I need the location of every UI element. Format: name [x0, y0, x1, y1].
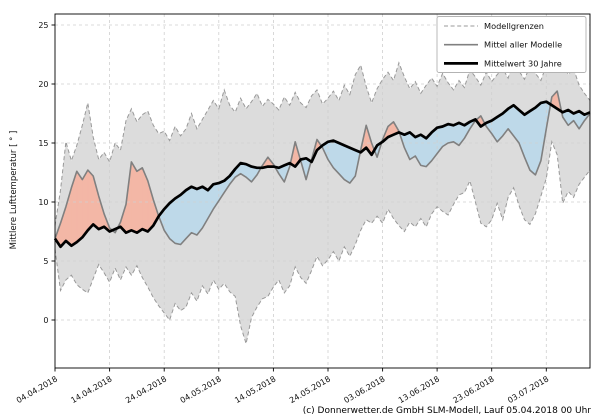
y-axis-label: Mittlere Lufttemperatur [ ° ]	[9, 130, 19, 250]
climate-mean-line	[53, 100, 591, 249]
y-axis: 0 5 10 15 20 25	[38, 21, 55, 325]
y-tick-label: 10	[38, 198, 48, 207]
y-tick-label: 0	[43, 316, 48, 325]
legend-item-label: Mittel aller Modelle	[484, 40, 562, 50]
model-mean-line	[54, 90, 591, 246]
y-tick-label: 5	[43, 257, 48, 266]
legend-item-label: Mittelwert 30 Jahre	[484, 58, 562, 68]
legend: Modellgrenzen Mittel aller Modelle Mittelw…	[436, 16, 587, 73]
plot-frame	[54, 13, 591, 369]
y-tick-label: 15	[38, 139, 48, 148]
copyright-caption: (c) Donnerwetter.de GmbH SLM-Modell, Lau…	[302, 406, 591, 416]
model-lower-bound-line	[54, 139, 591, 346]
y-tick-label: 25	[38, 21, 48, 30]
y-tick-label: 20	[38, 80, 48, 89]
legend-box	[436, 16, 587, 73]
legend-item-label: Modellgrenzen	[484, 21, 544, 31]
